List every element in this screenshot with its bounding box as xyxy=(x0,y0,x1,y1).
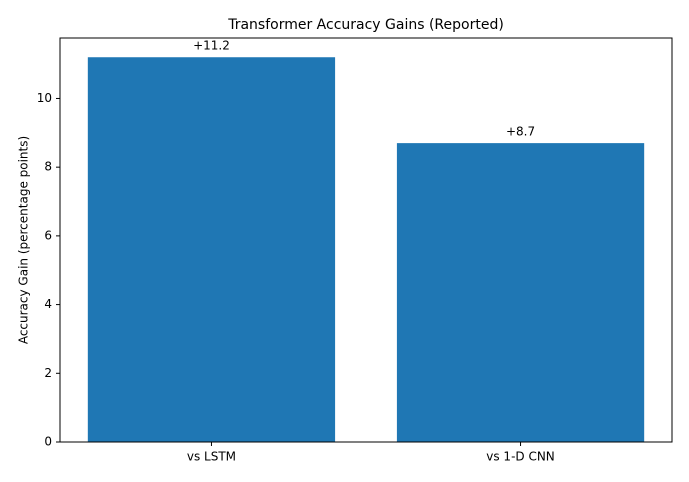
bar xyxy=(396,143,645,443)
value-label: +11.2 xyxy=(193,39,230,53)
y-tick-label: 10 xyxy=(37,91,52,105)
plot-frame xyxy=(59,37,673,443)
y-tick-label: 8 xyxy=(44,160,52,174)
y-tick-label: 6 xyxy=(44,228,52,242)
y-axis-label: Accuracy Gain (percentage points) xyxy=(17,136,31,344)
x-tick-label: vs 1-D CNN xyxy=(486,450,555,464)
y-tick-label: 2 xyxy=(44,366,52,380)
y-tick-label: 4 xyxy=(44,297,52,311)
bar xyxy=(87,57,336,442)
y-tick-label: 0 xyxy=(44,435,52,449)
x-tick-label: vs LSTM xyxy=(187,450,236,464)
value-label: +8.7 xyxy=(506,125,535,139)
chart-title: Transformer Accuracy Gains (Reported) xyxy=(227,17,504,33)
